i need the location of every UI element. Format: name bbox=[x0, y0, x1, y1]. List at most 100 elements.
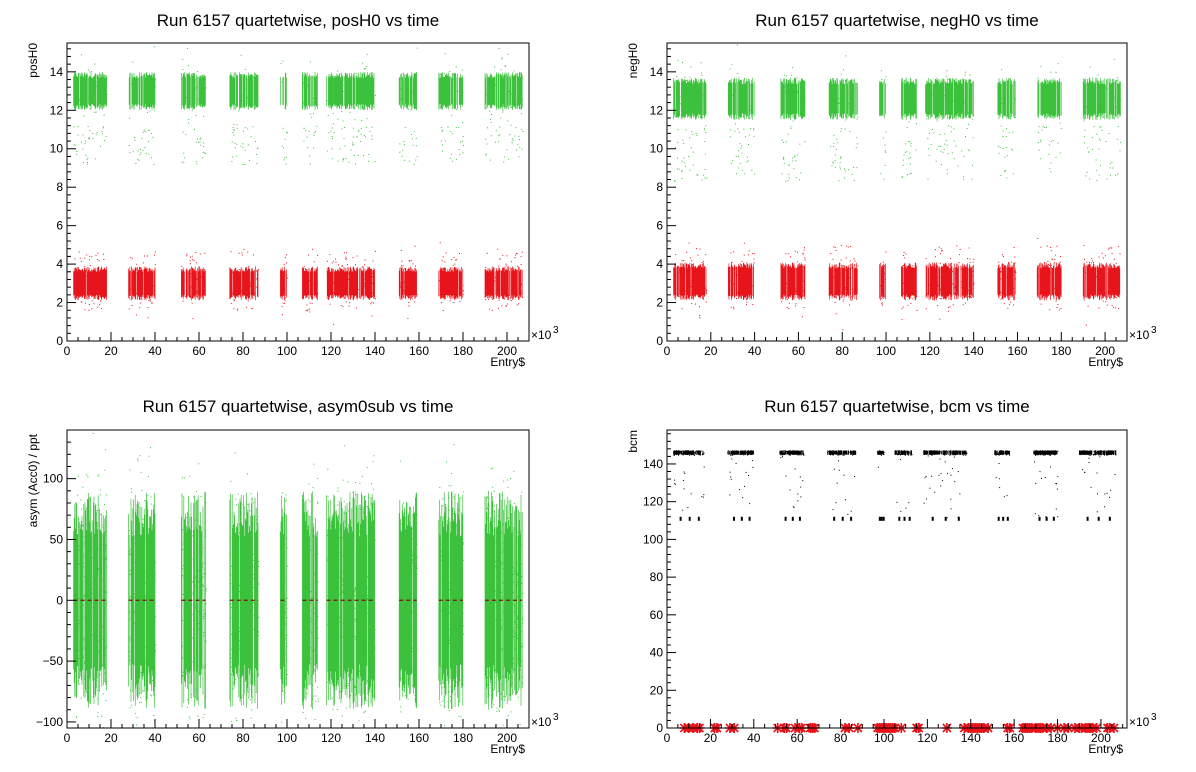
data-point bbox=[361, 293, 363, 295]
data-point bbox=[93, 624, 95, 626]
data-point bbox=[193, 568, 195, 570]
data-point bbox=[450, 154, 452, 156]
data-point bbox=[413, 605, 415, 607]
data-point bbox=[1088, 279, 1090, 281]
data-point bbox=[792, 157, 794, 159]
data-point bbox=[355, 272, 357, 274]
data-point bbox=[412, 651, 414, 652]
data-point bbox=[1042, 94, 1044, 96]
data-point bbox=[511, 268, 513, 270]
data-point bbox=[845, 79, 847, 81]
data-point bbox=[683, 162, 685, 164]
data-point bbox=[448, 691, 450, 693]
data-point bbox=[329, 688, 331, 690]
data-point bbox=[851, 173, 853, 175]
data-point bbox=[510, 576, 512, 578]
data-point bbox=[349, 87, 351, 89]
data-point bbox=[494, 505, 495, 507]
data-point bbox=[76, 587, 78, 589]
y-tick-label: 6 bbox=[56, 219, 63, 233]
data-point bbox=[743, 78, 745, 80]
data-point bbox=[504, 555, 506, 557]
data-point bbox=[303, 642, 305, 644]
data-point bbox=[501, 684, 503, 686]
x-tick-label: 140 bbox=[964, 344, 984, 358]
data-point bbox=[149, 298, 151, 300]
data-point bbox=[205, 152, 207, 154]
data-point bbox=[97, 584, 99, 586]
data-point bbox=[413, 164, 415, 165]
data-point bbox=[499, 647, 501, 649]
data-point bbox=[501, 563, 503, 565]
data-point bbox=[81, 558, 83, 560]
data-point bbox=[302, 561, 304, 562]
data-point bbox=[302, 547, 304, 549]
data-point bbox=[399, 460, 401, 462]
data-point bbox=[89, 255, 91, 257]
data-point bbox=[950, 126, 952, 128]
chart-title: Run 6157 quartetwise, asym0sub vs time bbox=[143, 397, 454, 416]
data-point bbox=[361, 273, 363, 275]
data-point bbox=[82, 562, 84, 564]
data-point bbox=[187, 565, 189, 567]
data-point bbox=[439, 702, 441, 704]
data-point bbox=[454, 100, 456, 102]
data-point bbox=[455, 661, 457, 663]
data-point bbox=[1117, 294, 1119, 296]
data-point bbox=[188, 716, 190, 718]
data-point bbox=[133, 593, 135, 595]
data-point bbox=[954, 287, 956, 289]
data-point bbox=[508, 645, 510, 647]
data-point bbox=[194, 280, 196, 282]
data-point bbox=[364, 551, 366, 553]
data-point bbox=[247, 573, 248, 575]
data-point bbox=[252, 622, 253, 624]
data-point bbox=[311, 650, 313, 652]
data-point bbox=[972, 270, 974, 272]
data-point bbox=[338, 528, 340, 530]
data-point bbox=[518, 135, 520, 137]
data-point bbox=[449, 594, 451, 595]
data-point bbox=[345, 96, 347, 98]
data-point bbox=[337, 558, 339, 560]
data-point bbox=[79, 650, 81, 652]
data-point bbox=[802, 270, 803, 272]
data-point bbox=[371, 606, 373, 608]
data-point bbox=[455, 287, 457, 289]
data-point bbox=[502, 549, 504, 551]
data-point bbox=[516, 149, 517, 151]
data-point bbox=[241, 252, 243, 254]
data-point bbox=[182, 657, 183, 659]
data-point bbox=[1014, 262, 1016, 264]
data-point bbox=[344, 591, 345, 593]
data-point bbox=[283, 635, 285, 637]
data-point bbox=[403, 634, 405, 636]
data-point bbox=[506, 525, 508, 527]
data-point bbox=[949, 264, 951, 266]
data-point bbox=[133, 280, 135, 282]
data-point bbox=[1051, 258, 1053, 260]
data-point bbox=[285, 494, 287, 496]
data-point bbox=[313, 284, 315, 286]
data-point bbox=[338, 662, 340, 664]
data-point bbox=[132, 603, 134, 605]
data-point bbox=[797, 251, 798, 253]
data-point bbox=[490, 609, 492, 611]
data-point bbox=[75, 644, 77, 646]
data-point bbox=[442, 595, 444, 597]
data-point bbox=[231, 161, 233, 162]
data-point bbox=[255, 587, 257, 589]
data-point bbox=[337, 563, 339, 565]
data-point bbox=[1104, 255, 1106, 257]
data-point bbox=[412, 80, 414, 82]
data-point bbox=[372, 272, 373, 274]
data-point bbox=[445, 511, 447, 513]
data-point bbox=[357, 622, 359, 624]
data-point bbox=[1043, 267, 1045, 268]
data-point bbox=[497, 103, 499, 105]
data-point bbox=[342, 80, 344, 82]
data-point bbox=[138, 615, 140, 617]
data-point bbox=[453, 286, 455, 288]
data-point bbox=[837, 111, 839, 113]
data-point bbox=[99, 592, 101, 593]
